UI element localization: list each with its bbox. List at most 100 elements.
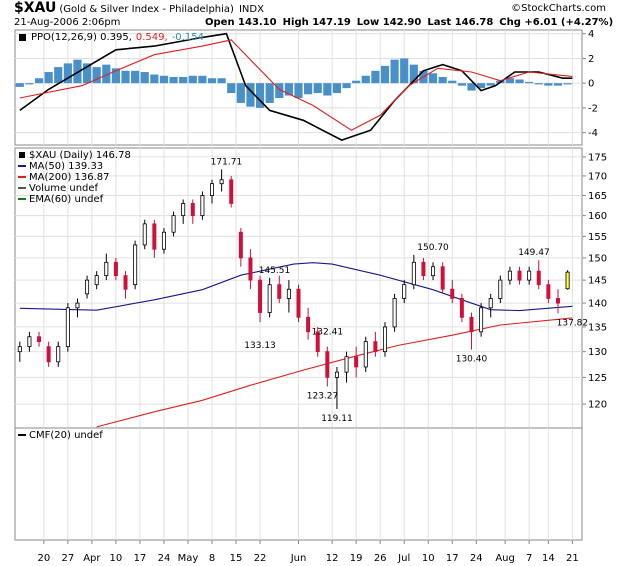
histogram-bar	[361, 75, 370, 84]
x-tick-label: 17	[446, 553, 459, 564]
index-name: (Gold & Silver Index - Philadelphia)	[59, 4, 234, 15]
price-annotation: 150.70	[417, 243, 449, 253]
histogram-bar	[428, 73, 438, 84]
candle-body	[181, 203, 186, 217]
histogram-bar	[534, 83, 543, 85]
quote-line: Open 143.10 High 147.19 Low 142.90 Last 146…	[205, 17, 613, 28]
candle-body	[431, 266, 436, 277]
histogram-bar	[525, 81, 534, 84]
candle-body	[171, 215, 176, 233]
legend-swatch	[19, 34, 26, 41]
candle-body	[56, 346, 61, 363]
candle-body	[65, 307, 70, 348]
candle-body	[479, 307, 484, 333]
x-tick-label: Jul	[397, 553, 410, 564]
candle-body	[123, 275, 128, 290]
histogram-bar	[236, 83, 245, 103]
x-tick-label: Aug	[495, 553, 515, 564]
y-tick-label: 125	[588, 373, 607, 384]
histogram-bar	[284, 83, 293, 96]
x-tick-label: 24	[158, 553, 171, 564]
quote-item: Low 142.90	[357, 17, 422, 28]
x-tick-label: 15	[230, 553, 243, 564]
histogram-bar	[467, 83, 476, 91]
y-tick-label: 130	[588, 347, 607, 358]
candle-body	[546, 284, 551, 299]
histogram-bar	[255, 83, 265, 108]
histogram-bar	[505, 78, 515, 84]
candle-body	[248, 257, 253, 281]
candle-body	[402, 284, 407, 299]
x-tick-label: 7	[526, 553, 532, 564]
y-tick-label: -4	[588, 128, 598, 139]
y-tick-label: 0	[588, 79, 594, 90]
x-tick-label: 14	[542, 553, 555, 564]
histogram-bar	[140, 72, 149, 84]
histogram-bar	[553, 83, 563, 86]
candle-body	[190, 203, 195, 217]
x-tick-label: May	[178, 553, 199, 564]
x-tick-label: 10	[110, 553, 123, 564]
y-tick-label: 135	[588, 322, 607, 333]
quote-item: Chg +6.01 (+4.27%)	[499, 17, 613, 28]
histogram-bar	[342, 83, 351, 89]
quote-item: Last 146.78	[427, 17, 493, 28]
y-tick-label: 175	[588, 152, 607, 163]
histogram-bar	[265, 83, 274, 103]
histogram-bar	[34, 78, 44, 84]
histogram-bar	[544, 83, 553, 86]
y-tick-label: 145	[588, 276, 607, 287]
x-tick-label: 26	[374, 553, 387, 564]
x-tick-label: 22	[254, 553, 267, 564]
candle-body	[296, 288, 301, 318]
candle-body	[450, 288, 455, 299]
y-tick-label: 4	[588, 29, 594, 40]
legend-entry: -0.154	[172, 32, 204, 43]
price-annotation: 132.41	[312, 328, 344, 338]
candle-body	[382, 326, 387, 353]
histogram-bar	[121, 70, 130, 84]
candle-body	[440, 266, 445, 290]
candle-body	[161, 231, 166, 250]
candle-body	[286, 288, 291, 299]
x-tick-label: 20	[37, 553, 50, 564]
price-annotation: 171.71	[211, 157, 243, 167]
candle-body	[363, 341, 368, 368]
histogram-bar	[179, 76, 188, 84]
histogram-bar	[227, 83, 236, 94]
histogram-bar	[246, 83, 255, 107]
candle-body	[113, 261, 118, 277]
candle-body	[277, 284, 282, 299]
candle-body	[238, 231, 243, 259]
histogram-bar	[409, 64, 418, 84]
x-tick-label: 19	[350, 553, 363, 564]
price-annotation: 133.13	[244, 341, 276, 351]
legend-swatch	[19, 152, 25, 158]
y-tick-label: 150	[588, 253, 607, 264]
candle-body	[392, 298, 397, 328]
candle-body	[517, 270, 522, 281]
histogram-bar	[380, 65, 390, 84]
histogram-bar	[217, 78, 226, 84]
x-tick-label: 12	[326, 553, 339, 564]
histogram-bar	[73, 59, 82, 84]
y-tick-label: 160	[588, 211, 607, 222]
indicator-line	[19, 262, 573, 312]
candle-body	[325, 351, 330, 378]
candle-body	[152, 223, 157, 250]
legend-entry: PPO(12,26,9) 0.395,	[31, 32, 132, 43]
candle-body	[373, 341, 378, 353]
histogram-bar	[515, 79, 524, 84]
legend: PPO(12,26,9) 0.395, 0.549, -0.154	[31, 32, 204, 43]
quote-item: Open 143.10	[205, 17, 277, 28]
candle-body	[344, 356, 349, 373]
histogram-bar	[131, 70, 140, 84]
candle-body	[421, 261, 426, 277]
y-tick-label: 170	[588, 171, 607, 182]
candle-body	[459, 298, 464, 318]
candle-body	[315, 331, 320, 353]
histogram-bar	[102, 64, 111, 84]
candle-body	[411, 261, 416, 286]
candle-body	[210, 183, 215, 196]
